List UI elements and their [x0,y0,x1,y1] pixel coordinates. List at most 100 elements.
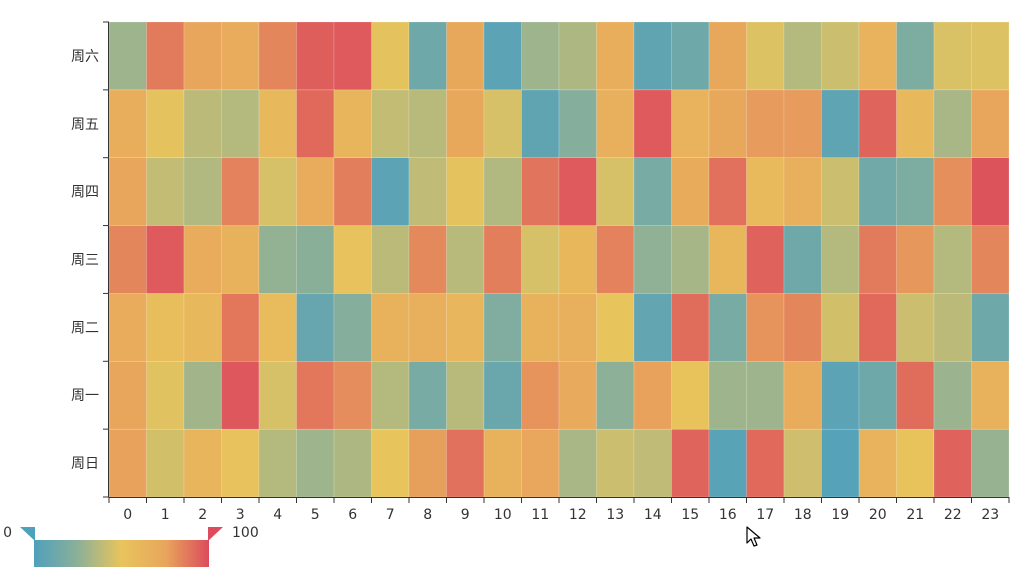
heatmap-cell[interactable] [258,89,297,158]
heatmap-cell[interactable] [783,428,822,498]
heatmap-cell[interactable] [633,225,672,294]
heatmap-cell[interactable] [108,293,147,362]
heatmap-cell[interactable] [558,157,597,226]
heatmap-cell[interactable] [146,89,185,158]
heatmap-cell[interactable] [821,361,860,430]
heatmap-cell[interactable] [596,225,635,294]
heatmap-cell[interactable] [146,361,185,430]
heatmap-cell[interactable] [521,293,560,362]
heatmap-cell[interactable] [521,21,560,91]
heatmap-cell[interactable] [633,293,672,362]
heatmap-cell[interactable] [633,361,672,430]
heatmap-cell[interactable] [596,21,635,91]
heatmap-cell[interactable] [146,21,185,91]
heatmap-cell[interactable] [821,157,860,226]
heatmap-cell[interactable] [258,225,297,294]
heatmap-cell[interactable] [146,293,185,362]
heatmap-cell[interactable] [746,293,785,362]
heatmap-cell[interactable] [558,21,597,91]
heatmap-cell[interactable] [371,89,410,158]
visual-map[interactable]: 0 100 [3,525,259,567]
heatmap-cell[interactable] [896,428,935,498]
heatmap-cell[interactable] [933,21,972,91]
heatmap-cell[interactable] [446,428,485,498]
heatmap-cell[interactable] [183,225,222,294]
heatmap-cell[interactable] [558,293,597,362]
heatmap-cell[interactable] [371,157,410,226]
heatmap-cell[interactable] [746,157,785,226]
heatmap-cell[interactable] [333,428,372,498]
heatmap-cell[interactable] [783,225,822,294]
heatmap-cell[interactable] [371,225,410,294]
heatmap-cell[interactable] [258,428,297,498]
heatmap-cell[interactable] [183,157,222,226]
heatmap-cell[interactable] [446,225,485,294]
heatmap-cell[interactable] [633,157,672,226]
heatmap-cell[interactable] [146,157,185,226]
heatmap-cell[interactable] [746,361,785,430]
heatmap-cell[interactable] [858,21,897,91]
heatmap-cell[interactable] [408,428,447,498]
heatmap-cell[interactable] [933,157,972,226]
heatmap-cell[interactable] [446,89,485,158]
heatmap-cell[interactable] [821,293,860,362]
heatmap-cell[interactable] [896,293,935,362]
heatmap-cell[interactable] [708,21,747,91]
heatmap-cell[interactable] [858,361,897,430]
heatmap-cell[interactable] [971,157,1010,226]
heatmap-cell[interactable] [821,21,860,91]
heatmap-cell[interactable] [521,428,560,498]
heatmap-cell[interactable] [783,89,822,158]
heatmap-cell[interactable] [296,428,335,498]
heatmap-cell[interactable] [783,293,822,362]
heatmap-cell[interactable] [296,361,335,430]
heatmap-cell[interactable] [408,21,447,91]
heatmap-cell[interactable] [483,89,522,158]
heatmap-cell[interactable] [108,157,147,226]
heatmap-cell[interactable] [558,361,597,430]
heatmap-cell[interactable] [333,21,372,91]
heatmap-cell[interactable] [483,157,522,226]
heatmap-cell[interactable] [221,361,260,430]
visual-map-max-handle[interactable] [208,527,223,541]
heatmap-cell[interactable] [596,361,635,430]
heatmap-cell[interactable] [783,21,822,91]
heatmap-cell[interactable] [821,89,860,158]
heatmap-cell[interactable] [708,89,747,158]
heatmap-cell[interactable] [933,225,972,294]
heatmap-cell[interactable] [633,21,672,91]
heatmap-cell[interactable] [708,157,747,226]
heatmap-cell[interactable] [971,21,1010,91]
heatmap-cell[interactable] [446,293,485,362]
heatmap-cell[interactable] [183,293,222,362]
heatmap-cell[interactable] [483,293,522,362]
heatmap-cell[interactable] [671,89,710,158]
heatmap-cell[interactable] [483,225,522,294]
heatmap-cell[interactable] [108,361,147,430]
heatmap-cell[interactable] [221,89,260,158]
heatmap-cell[interactable] [483,361,522,430]
heatmap-cell[interactable] [596,157,635,226]
visual-map-bar[interactable] [34,540,209,567]
heatmap-cell[interactable] [183,361,222,430]
heatmap-cell[interactable] [333,157,372,226]
heatmap-cell[interactable] [408,293,447,362]
heatmap-cell[interactable] [558,428,597,498]
heatmap-cell[interactable] [821,428,860,498]
heatmap-cell[interactable] [408,225,447,294]
heatmap-cell[interactable] [146,225,185,294]
heatmap-cell[interactable] [221,21,260,91]
heatmap-cell[interactable] [371,361,410,430]
heatmap-cell[interactable] [596,428,635,498]
heatmap-cell[interactable] [258,361,297,430]
heatmap-cell[interactable] [333,361,372,430]
heatmap-cell[interactable] [746,21,785,91]
heatmap-cell[interactable] [221,293,260,362]
heatmap-cell[interactable] [296,21,335,91]
heatmap-cell[interactable] [896,225,935,294]
heatmap-cell[interactable] [408,89,447,158]
heatmap-cell[interactable] [558,89,597,158]
heatmap-cell[interactable] [933,361,972,430]
heatmap-cell[interactable] [258,293,297,362]
heatmap-cell[interactable] [333,225,372,294]
